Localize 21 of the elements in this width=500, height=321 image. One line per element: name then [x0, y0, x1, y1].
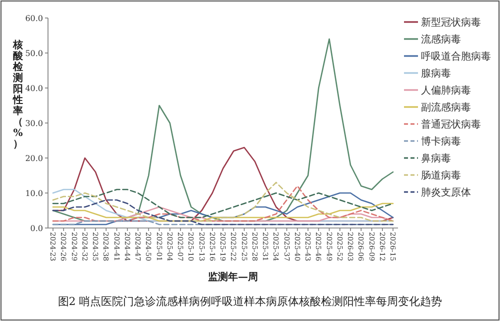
text: 核酸检测阳性率（%）	[13, 40, 23, 150]
y-tick-label: 60.0	[25, 14, 43, 23]
legend-label: 新型冠状病毒	[421, 16, 481, 28]
legend-label: 呼吸道合胞病毒	[421, 50, 491, 62]
y-tick-label: 40.0	[25, 84, 43, 93]
legend-label: 副流感病毒	[421, 102, 471, 114]
y-tick-label: 10.0	[25, 189, 43, 198]
legend-label: 流感病毒	[421, 34, 461, 46]
y-tick-label: 20.0	[25, 154, 43, 163]
y-tick-label: 30.0	[25, 119, 43, 128]
legend-label: 普通冠状病毒	[421, 118, 481, 130]
legend-label: 博卡病毒	[421, 136, 461, 148]
y-tick-label: 0.0	[30, 224, 43, 233]
text: 图2 哨点医院门急诊流感样病例呼吸道样本病原体核酸检测阳性率每周变化趋势	[58, 295, 442, 308]
legend-label: 人偏肺病毒	[421, 84, 471, 96]
legend-label: 腺病毒	[421, 68, 451, 80]
x-axis-title: 监测年—周	[208, 271, 258, 283]
y-tick-label: 50.0	[25, 49, 43, 58]
legend-label: 肠道病毒	[421, 170, 461, 182]
legend-label: 鼻病毒	[421, 152, 451, 164]
legend-label: 肺炎支原体	[421, 186, 471, 198]
